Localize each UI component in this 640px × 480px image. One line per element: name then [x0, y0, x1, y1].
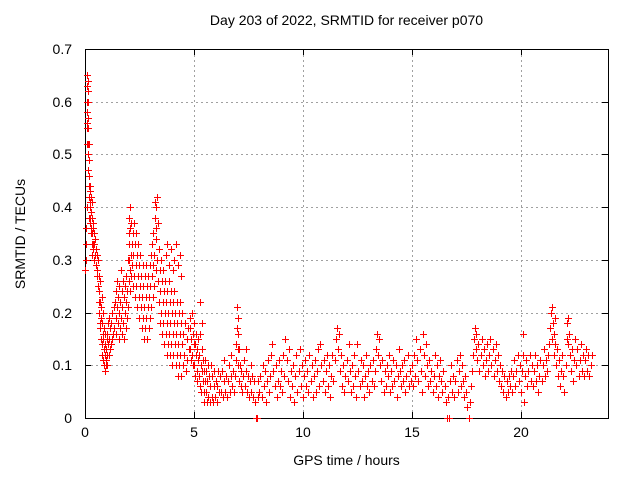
- y-tick-label: 0.7: [52, 41, 72, 57]
- x-tick-label: 10: [295, 424, 311, 440]
- x-tick-label: 20: [513, 424, 529, 440]
- grid-lines: [86, 50, 607, 417]
- x-tick-label: 0: [81, 424, 89, 440]
- axis-ticks: [85, 49, 608, 419]
- y-tick-label: 0: [64, 410, 72, 426]
- x-axis-label: GPS time / hours: [293, 452, 400, 468]
- x-tick-label: 5: [190, 424, 198, 440]
- x-tick-label: 15: [404, 424, 420, 440]
- y-tick-label: 0.4: [52, 199, 72, 215]
- y-tick-label: 0.2: [52, 305, 72, 321]
- y-tick-label: 0.6: [52, 94, 72, 110]
- y-tick-label: 0.3: [52, 252, 72, 268]
- y-tick-label: 0.1: [52, 357, 72, 373]
- plot-border: [85, 49, 609, 419]
- chart-title: Day 203 of 2022, SRMTID for receiver p07…: [209, 12, 484, 28]
- y-tick-label: 0.5: [52, 146, 72, 162]
- scatter-points: [82, 72, 596, 422]
